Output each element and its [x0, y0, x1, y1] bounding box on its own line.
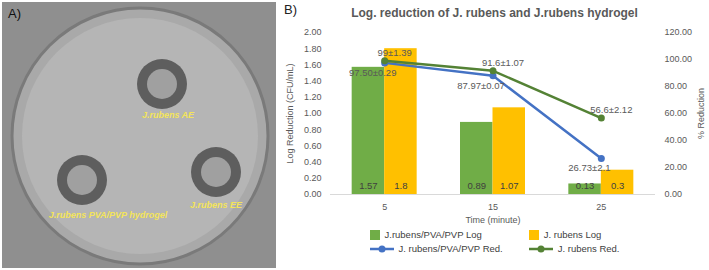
- svg-text:0.00: 0.00: [665, 189, 683, 199]
- svg-text:0.3: 0.3: [611, 180, 624, 191]
- html-text:Log. reduction of J. rubens an: Log. reduction of J. rubens and J.rubens…: [351, 6, 638, 20]
- svg-text:0.13: 0.13: [576, 180, 595, 191]
- svg-text:99±1.39: 99±1.39: [378, 47, 412, 58]
- svg-text:0.00: 0.00: [304, 189, 322, 199]
- svg-text:1.57: 1.57: [359, 180, 378, 191]
- svg-text:20.00: 20.00: [665, 162, 688, 172]
- svg-text:91.6±1.07: 91.6±1.07: [482, 57, 524, 68]
- svg-text:% Reduction: % Reduction: [696, 88, 706, 139]
- svg-text:0.60: 0.60: [304, 141, 322, 151]
- svg-text:1.00: 1.00: [304, 108, 322, 118]
- svg-text:J.rubens PVA/PVP hydrogel: J.rubens PVA/PVP hydrogel: [49, 210, 168, 220]
- svg-text:1.8: 1.8: [394, 180, 407, 191]
- svg-text:1.07: 1.07: [500, 180, 519, 191]
- svg-text:J.rubens AE: J.rubens AE: [142, 110, 195, 120]
- svg-text:0.20: 0.20: [304, 173, 322, 183]
- svg-text:97.50±0.29: 97.50±0.29: [349, 67, 396, 78]
- svg-text:1.80: 1.80: [304, 44, 322, 54]
- svg-text:1.40: 1.40: [304, 76, 322, 86]
- html-text:J. rubens/PVA/PVP Red.: J. rubens/PVA/PVP Red.: [398, 243, 503, 254]
- svg-text:0.40: 0.40: [304, 157, 322, 167]
- svg-text:40.00: 40.00: [665, 135, 688, 145]
- html-text:J.rubens/PVA/PVP Log: J.rubens/PVA/PVP Log: [384, 229, 482, 240]
- svg-text:J.rubens EE: J.rubens EE: [190, 200, 243, 210]
- svg-text:2.00: 2.00: [304, 27, 322, 37]
- svg-text:60.00: 60.00: [665, 108, 688, 118]
- html-text:B): B): [284, 2, 297, 17]
- svg-text:Log Reduction (CFU/mL): Log Reduction (CFU/mL): [285, 63, 295, 163]
- svg-text:25: 25: [596, 202, 606, 212]
- svg-text:100.00: 100.00: [665, 54, 693, 64]
- svg-text:80.00: 80.00: [665, 81, 688, 91]
- svg-text:15: 15: [488, 202, 498, 212]
- svg-text:120.00: 120.00: [665, 27, 693, 37]
- svg-text:56.6±2.12: 56.6±2.12: [590, 104, 632, 115]
- html-text:J. rubens Log: J. rubens Log: [543, 229, 602, 240]
- svg-text:1.20: 1.20: [304, 92, 322, 102]
- svg-text:0.80: 0.80: [304, 125, 322, 135]
- html-text:J. rubens Red.: J. rubens Red.: [557, 243, 620, 254]
- svg-text:Time (minute): Time (minute): [465, 215, 520, 225]
- svg-text:87.97±0.07: 87.97±0.07: [457, 80, 504, 91]
- svg-text:0.89: 0.89: [468, 180, 487, 191]
- svg-text:26.73±2.1: 26.73±2.1: [568, 162, 610, 173]
- svg-text:A): A): [8, 6, 21, 21]
- svg-text:1.60: 1.60: [304, 60, 322, 70]
- svg-text:5: 5: [382, 202, 387, 212]
